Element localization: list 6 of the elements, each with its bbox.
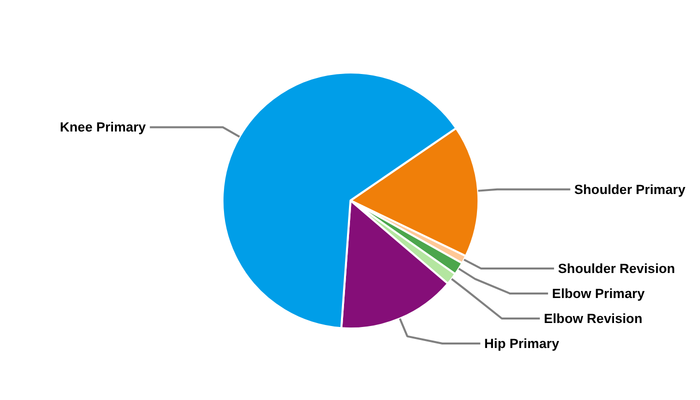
- slice-label: Knee Primary: [60, 120, 146, 135]
- slice-label: Shoulder Revision: [558, 261, 676, 276]
- slice-label: Elbow Revision: [544, 311, 642, 326]
- slice-label: Hip Primary: [484, 336, 560, 352]
- slice-label: Shoulder Primary: [574, 182, 686, 197]
- slice-label: Elbow Primary: [552, 286, 646, 302]
